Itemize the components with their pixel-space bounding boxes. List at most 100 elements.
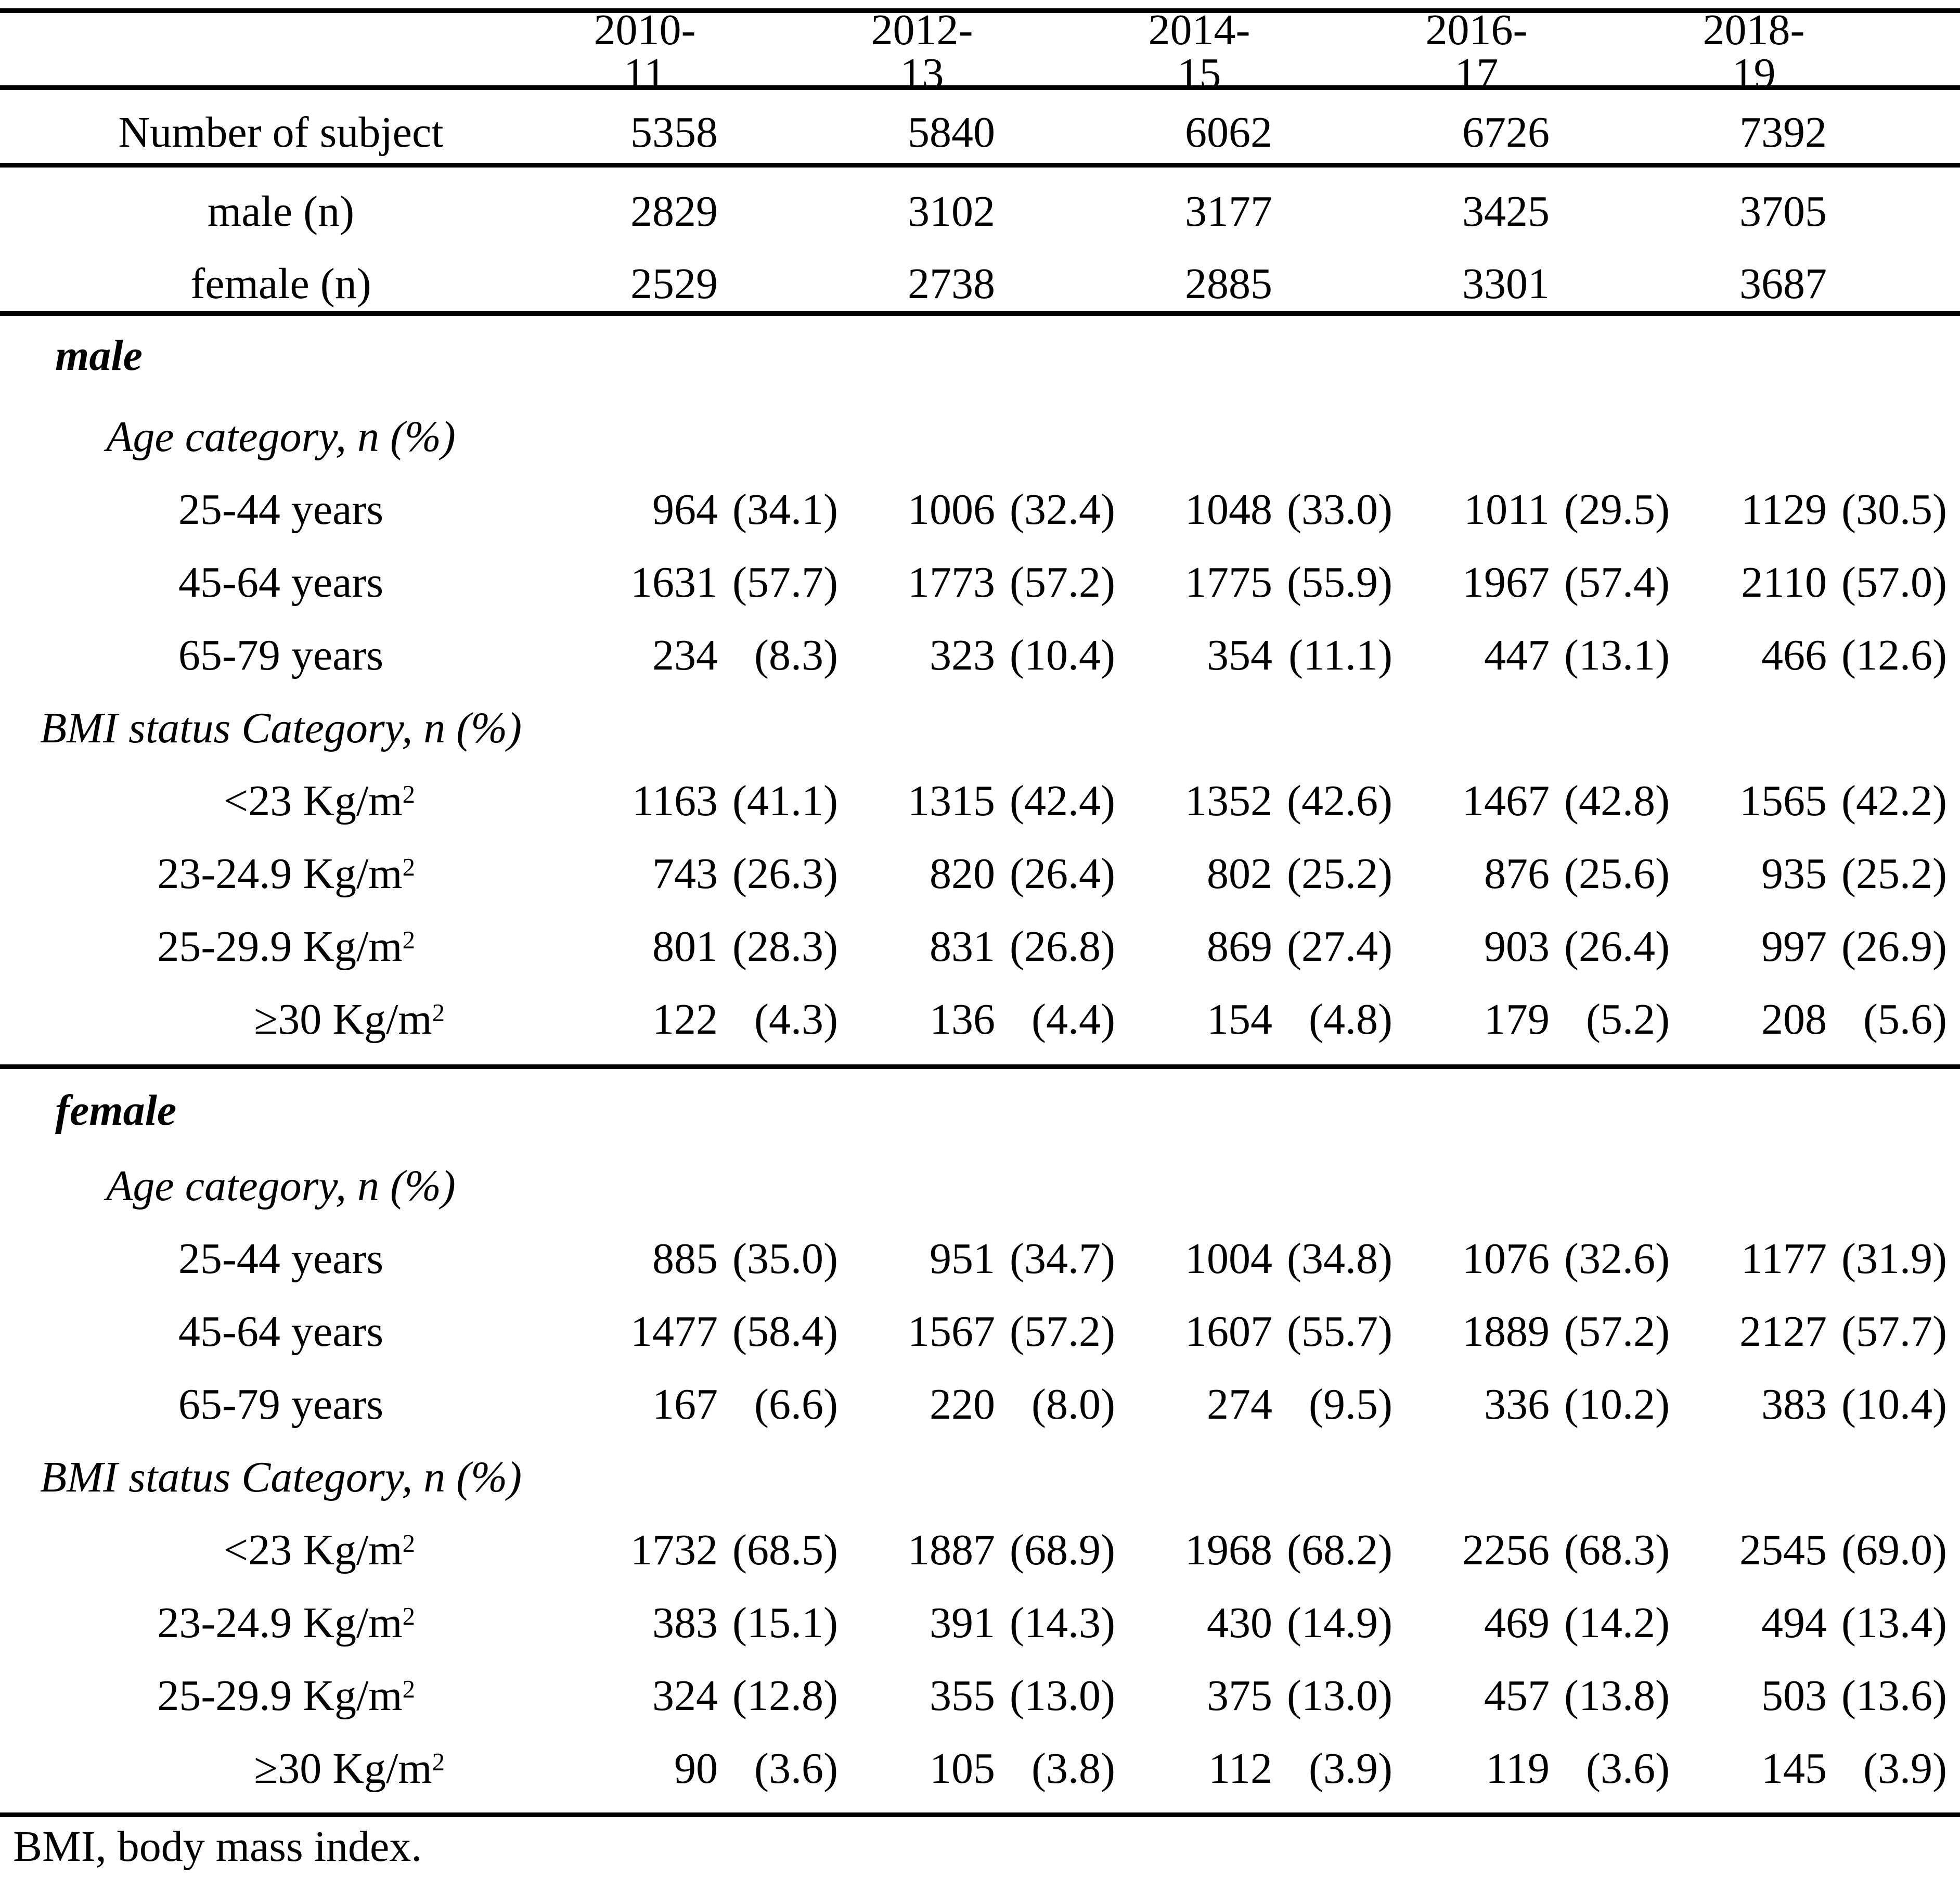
row-label-text: <23 Kg/m	[223, 777, 403, 825]
cell-percent: (13.0)	[1287, 1672, 1392, 1720]
table-cell: 743 (26.3)	[574, 852, 851, 896]
row-label: ≥30 Kg/m2	[0, 998, 574, 1042]
cell-count: 274	[1207, 1380, 1272, 1429]
cell-count: 1732	[630, 1526, 718, 1574]
cell-percent: (57.7)	[732, 558, 838, 607]
row-label: ≥30 Kg/m2	[0, 1747, 574, 1791]
table-row-number-of-subject: Number of subject 5358 5840 6062 6726 73…	[0, 96, 1960, 169]
cell-percent: (3.9)	[1863, 1744, 1947, 1793]
table-cell: 2127 (57.7)	[1683, 1310, 1960, 1354]
row-label-text: 25-29.9 Kg/m	[157, 922, 403, 971]
table-cell: 375 (13.0)	[1128, 1674, 1405, 1718]
table-cell: 1011 (29.5)	[1405, 488, 1683, 532]
cell-count: 964	[652, 485, 718, 534]
table-cell: 503 (13.6)	[1683, 1674, 1960, 1718]
table-cell: 997 (26.9)	[1683, 925, 1960, 969]
cell-count: 2829	[630, 187, 718, 236]
cell-percent: (10.4)	[1841, 1380, 1947, 1429]
table-cell: 112 (3.9)	[1128, 1747, 1405, 1791]
table-cell: 7392	[1683, 111, 1960, 155]
cell-percent: (57.2)	[1564, 1307, 1670, 1356]
cell-percent: (3.6)	[1586, 1744, 1670, 1793]
table-row-female-n: female (n) 2529 2738 2885 3301 3687	[0, 248, 1960, 320]
rule-bottom	[0, 1812, 1960, 1817]
table-cell: 179 (5.2)	[1405, 998, 1683, 1042]
cell-count: 1631	[630, 558, 718, 607]
table-row: 65-79 years 234 (8.3) 323 (10.4) 354 (11.1) 447…	[0, 619, 1960, 692]
table-cell: 323 (10.4)	[851, 634, 1128, 677]
cell-count: 1163	[632, 777, 718, 825]
cell-percent: (42.6)	[1287, 777, 1392, 825]
table-cell: 876 (25.6)	[1405, 852, 1683, 896]
table-cell: 2256 (68.3)	[1405, 1528, 1683, 1572]
cell-percent: (33.0)	[1287, 485, 1392, 534]
table-cell: 3102	[851, 190, 1128, 234]
cell-percent: (13.0)	[1010, 1672, 1115, 1720]
cell-count: 820	[930, 850, 995, 898]
cell-count: 494	[1761, 1599, 1827, 1647]
cell-percent: (68.9)	[1010, 1526, 1115, 1574]
table-cell: 802 (25.2)	[1128, 852, 1405, 896]
table-cell: 1163 (41.1)	[574, 779, 851, 823]
cell-percent: (5.6)	[1863, 995, 1947, 1044]
cell-count: 2545	[1739, 1526, 1827, 1574]
table-cell: 3177	[1128, 190, 1405, 234]
row-label: <23 Kg/m2	[0, 779, 574, 823]
table-cell: 1004 (34.8)	[1128, 1237, 1405, 1281]
table-cell: 1968 (68.2)	[1128, 1528, 1405, 1572]
table-cell: 1177 (31.9)	[1683, 1237, 1960, 1281]
table-cell: 869 (27.4)	[1128, 925, 1405, 969]
group-header-male-age: Age category, n (%)	[0, 401, 1960, 473]
table-row: 25-29.9 Kg/m2 801 (28.3) 831 (26.8) 869 (27.4)…	[0, 910, 1960, 983]
cell-count: 355	[930, 1672, 995, 1720]
table-cell: 383 (15.1)	[574, 1601, 851, 1645]
cell-count: 1048	[1185, 485, 1272, 534]
table-cell: 1076 (32.6)	[1405, 1237, 1683, 1281]
table-cell: 136 (4.4)	[851, 998, 1128, 1042]
table-row: <23 Kg/m2 1163 (41.1) 1315 (42.4) 1352 (42.6) 1…	[0, 765, 1960, 838]
cell-count: 383	[652, 1599, 718, 1647]
cell-count: 2885	[1185, 260, 1272, 308]
cell-percent: (3.8)	[1031, 1744, 1115, 1793]
cell-count: 105	[930, 1744, 995, 1793]
table-cell: 964 (34.1)	[574, 488, 851, 532]
cell-percent: (11.1)	[1288, 631, 1392, 679]
table-cell: 391 (14.3)	[851, 1601, 1128, 1645]
cell-count: 1006	[908, 485, 995, 534]
row-label-text: <23 Kg/m	[223, 1526, 403, 1574]
table-cell: 3687	[1683, 262, 1960, 306]
cell-count: 469	[1484, 1599, 1550, 1647]
table-cell: 167 (6.6)	[574, 1383, 851, 1426]
cell-count: 3425	[1462, 187, 1550, 236]
cell-percent: (25.6)	[1564, 850, 1670, 898]
rule-top	[0, 8, 1960, 13]
table-cell: 1565 (42.2)	[1683, 779, 1960, 823]
table-cell: 1631 (57.7)	[574, 561, 851, 605]
cell-count: 179	[1484, 995, 1550, 1044]
cell-percent: (42.8)	[1564, 777, 1670, 825]
row-label: 23-24.9 Kg/m2	[0, 1601, 574, 1645]
section-title: female	[55, 1086, 177, 1135]
table-footnote: BMI, body mass index.	[13, 1822, 422, 1871]
table-cell: 3425	[1405, 190, 1683, 234]
cell-percent: (14.9)	[1287, 1599, 1392, 1647]
table-cell: 336 (10.2)	[1405, 1383, 1683, 1426]
table-row: 23-24.9 Kg/m2 743 (26.3) 820 (26.4) 802 (25.2)…	[0, 838, 1960, 910]
cell-count: 801	[652, 922, 718, 971]
cell-count: 743	[652, 850, 718, 898]
table-row: 25-29.9 Kg/m2 324 (12.8) 355 (13.0) 375 (13.0)…	[0, 1660, 1960, 1732]
cell-percent: (8.3)	[754, 631, 838, 679]
table-cell: 1467 (42.8)	[1405, 779, 1683, 823]
table-row: ≥30 Kg/m2 90 (3.6) 105 (3.8) 112 (3.9) 119 (3.6)…	[0, 1732, 1960, 1805]
cell-count: 885	[652, 1235, 718, 1283]
group-header-female-age: Age category, n (%)	[0, 1150, 1960, 1223]
cell-count: 447	[1484, 631, 1550, 679]
cell-percent: (12.6)	[1841, 631, 1947, 679]
table-cell: 220 (8.0)	[851, 1383, 1128, 1426]
cell-count: 869	[1207, 922, 1272, 971]
cell-percent: (34.7)	[1010, 1235, 1115, 1283]
row-label: 25-44 years	[0, 1237, 574, 1281]
superscript: 2	[402, 1602, 415, 1630]
row-label: <23 Kg/m2	[0, 1528, 574, 1572]
cell-percent: (41.1)	[732, 777, 838, 825]
